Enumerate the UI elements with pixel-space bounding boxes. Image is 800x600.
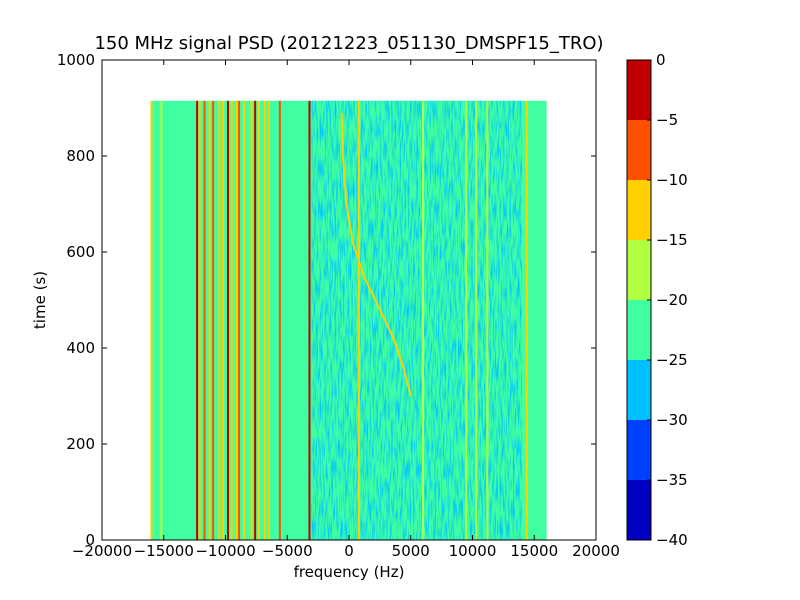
colorbar-segment [627, 300, 651, 360]
y-tick-label: 200 [66, 435, 95, 453]
signal-line [218, 100, 221, 540]
signal-line [250, 100, 253, 540]
signal-line [160, 100, 163, 540]
colorbar-tick-label: −10 [656, 171, 688, 189]
signal-line [243, 100, 246, 540]
colorbar-tick-label: −5 [656, 111, 678, 129]
signal-line [264, 100, 267, 540]
colorbar-segment [627, 120, 651, 180]
colorbar-tick-label: −25 [656, 351, 688, 369]
x-tick-label: 20000 [572, 542, 620, 560]
drifting-trace [340, 112, 412, 397]
signal-line [267, 100, 270, 540]
signal-line [422, 100, 425, 540]
signal-line [208, 100, 211, 540]
x-tick-label: 0 [344, 542, 354, 560]
x-tick-label: −10000 [195, 542, 255, 560]
colorbar: −40 −35 −30 −25 −20 −15 −10 −5 0 [626, 51, 688, 549]
signal-line [486, 100, 489, 540]
x-tick-label: −5000 [262, 542, 313, 560]
heatmap-image [150, 100, 547, 540]
colorbar-tick-label: 0 [656, 51, 666, 69]
signal-line [150, 100, 153, 540]
colorbar-tick-label: −35 [656, 471, 688, 489]
signal-line [230, 100, 233, 540]
y-tick-label: 600 [66, 243, 95, 261]
signal-line [475, 100, 478, 540]
signal-line [203, 100, 206, 540]
x-tick-label: −20000 [72, 542, 132, 560]
signal-line [257, 100, 260, 540]
x-axis: −20000 −15000 −10000 −5000 0 5000 10000 15000 20… [72, 60, 620, 560]
signal-line [222, 100, 225, 540]
signal-line [212, 100, 215, 540]
colorbar-tick-label: −40 [656, 531, 688, 549]
x-axis-label: frequency (Hz) [294, 563, 405, 581]
colorbar-tick-label: −15 [656, 231, 688, 249]
x-tick-label: −15000 [134, 542, 194, 560]
signal-line [357, 100, 360, 540]
signal-line [198, 100, 201, 540]
signal-line [525, 100, 528, 540]
colorbar-segment [627, 480, 651, 540]
x-tick-label: 15000 [510, 542, 558, 560]
signal-line [226, 100, 229, 540]
signal-line [238, 100, 241, 540]
colorbar-segment [627, 180, 651, 240]
signal-line [308, 100, 311, 540]
signal-line [254, 100, 257, 540]
signal-line [278, 100, 281, 540]
y-axis-label: time (s) [31, 271, 49, 329]
y-tick-label: 800 [66, 147, 95, 165]
y-tick-label: 1000 [57, 51, 95, 69]
chart-title: 150 MHz signal PSD (20121223_051130_DMSP… [94, 33, 603, 54]
colorbar-tick-label: −20 [656, 291, 688, 309]
colorbar-segment [627, 60, 651, 120]
x-tick-label: 5000 [392, 542, 430, 560]
colorbar-segment [627, 360, 651, 420]
plot-area [150, 100, 547, 540]
colorbar-tick-label: −30 [656, 411, 688, 429]
signal-line [235, 100, 238, 540]
y-tick-label: 400 [66, 339, 95, 357]
x-tick-label: 10000 [449, 542, 497, 560]
y-tick-label: 0 [85, 531, 95, 549]
colorbar-segment [627, 420, 651, 480]
signal-line [465, 100, 468, 540]
colorbar-segment [627, 240, 651, 300]
signal-line [196, 100, 199, 540]
y-axis: 0 200 400 600 800 1000 [57, 51, 596, 549]
